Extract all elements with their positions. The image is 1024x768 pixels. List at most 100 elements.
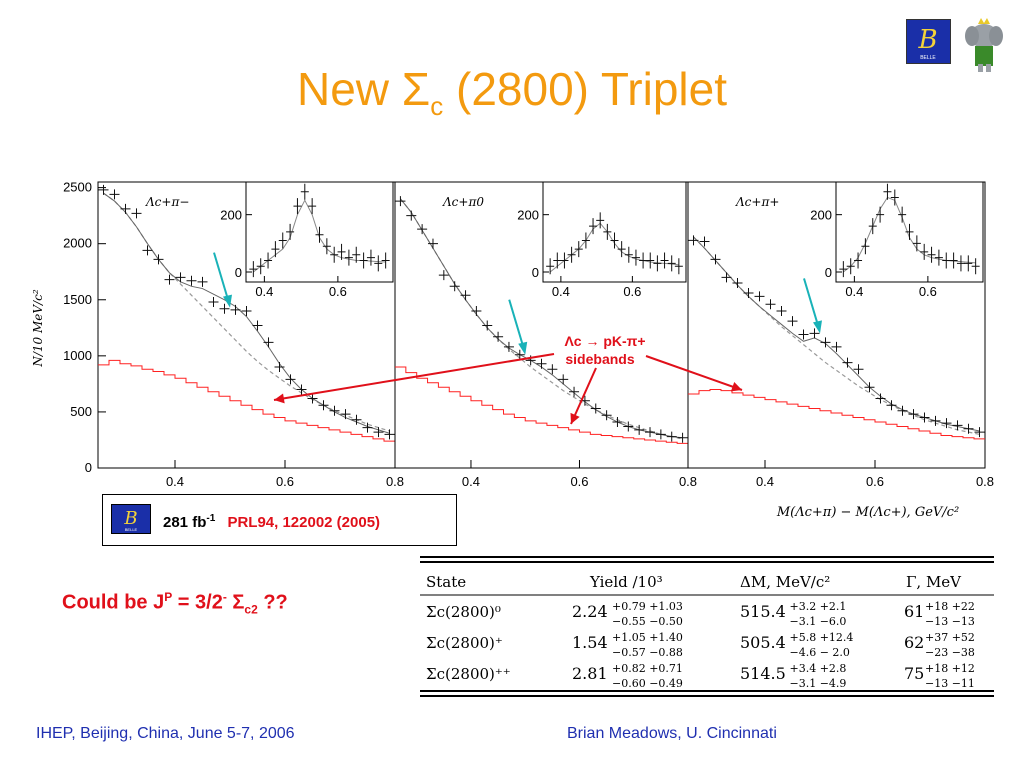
data-point [208, 297, 219, 308]
data-point [340, 409, 351, 420]
table-value: 2.81 [572, 664, 608, 683]
data-point [798, 329, 809, 340]
inset-data-point [271, 241, 280, 258]
table-err-down: −3.1 −6.0 [790, 615, 847, 628]
data-point [263, 337, 274, 348]
x-tick-label: 0.6 [866, 474, 884, 489]
inset-data-point [942, 252, 951, 269]
panel-label: Λc+π− [145, 195, 189, 209]
data-point [514, 349, 525, 360]
slide-title: New Σc (2800) Triplet [296, 63, 728, 122]
inset-data-point [624, 246, 633, 263]
inset-x-tick-label: 0.4 [845, 284, 863, 299]
babar-mascot-icon [958, 14, 1010, 76]
citation-reference: PRL94, 122002 (2005) [227, 514, 381, 531]
y-tick-label: 1500 [63, 292, 92, 307]
data-point [908, 409, 919, 420]
inset-data-point [359, 252, 368, 269]
table-err-up: +1.05 +1.40 [612, 631, 683, 644]
table-value: 75 [904, 664, 924, 683]
inset-data-point [337, 243, 346, 260]
data-point [384, 429, 395, 440]
table-value: 2.24 [572, 602, 608, 621]
sideband-histogram [98, 359, 395, 442]
data-point [590, 403, 601, 414]
sideband-arrow [273, 353, 555, 401]
x-tick-label: 0.4 [462, 474, 480, 489]
table-err-up: +18 +22 [925, 600, 975, 613]
sideband-arrowhead [730, 381, 742, 392]
data-point [765, 299, 776, 310]
data-point [569, 386, 580, 397]
data-point [175, 272, 186, 283]
data-point [941, 418, 952, 429]
data-point [853, 364, 864, 375]
y-tick-label: 0 [85, 460, 92, 475]
data-point [820, 337, 831, 348]
data-point [241, 305, 252, 316]
data-point [142, 245, 153, 256]
inset-y-tick-label: 200 [517, 208, 539, 223]
data-point [274, 362, 285, 373]
inset-data-point [574, 241, 583, 258]
y-axis-label: N/10 MeV/c² [31, 289, 45, 367]
data-point [98, 184, 109, 195]
data-point [230, 304, 241, 315]
x-tick-label: 0.8 [976, 474, 994, 489]
data-point [536, 358, 547, 369]
footer-conference: IHEP, Beijing, China, June 5-7, 2006 [36, 725, 295, 742]
table-state-cell: Σc(2800)⁺ [426, 634, 503, 652]
data-point [558, 374, 569, 385]
svg-text:B: B [123, 508, 137, 529]
y-tick-label: 500 [70, 404, 92, 419]
inset-data-point [883, 183, 892, 200]
inset-data-point [322, 238, 331, 255]
data-point [666, 431, 677, 442]
inset-data-point [660, 252, 669, 269]
table-err-down: −13 −13 [925, 615, 975, 628]
inset-plot: 0 200 0.4 0.6 [810, 181, 984, 299]
inset-data-point [596, 212, 605, 229]
signal-arrow [508, 299, 525, 348]
table-header-cell: ΔM, MeV/c² [740, 573, 830, 591]
svg-text:BELLE: BELLE [125, 527, 138, 532]
data-point [623, 421, 634, 432]
data-point [963, 423, 974, 434]
footer-author: Brian Meadows, U. Cincinnati [567, 725, 777, 742]
table-err-up: +18 +12 [925, 662, 975, 675]
table-value: 61 [904, 602, 924, 621]
total-fit [693, 236, 980, 432]
inset-data-point [876, 206, 885, 223]
y-tick-label: 1000 [63, 348, 92, 363]
data-point [362, 422, 373, 433]
inset-data-point [631, 249, 640, 266]
inset-data-point [617, 241, 626, 258]
inset-data-point [890, 189, 899, 206]
x-axis-label: M(Λc+π) − M(Λc+), GeV/c² [776, 505, 959, 520]
data-point [131, 208, 142, 219]
inset-data-point [264, 252, 273, 269]
luminosity: 281 fb [163, 514, 207, 531]
y-tick-label: 2000 [63, 236, 92, 251]
data-point [864, 382, 875, 393]
inset-y-tick-label: 0 [825, 265, 832, 280]
data-point [120, 203, 131, 214]
sideband-annotation-line1: Λc → pK-π+ [564, 333, 645, 349]
svg-text:BELLE: BELLE [920, 55, 936, 61]
data-point [601, 410, 612, 421]
sideband-arrow [570, 367, 597, 425]
spin-parity-question: Could be JP = 3/2- Σc2 ?? [62, 590, 288, 617]
table-state-cell: Σc(2800)⁺⁺ [426, 665, 511, 683]
inset-plot: 0 200 0.4 0.6 [517, 181, 687, 299]
sideband-annotation-line2: sidebands [565, 351, 634, 367]
inset-data-point [315, 226, 324, 243]
data-point [307, 393, 318, 404]
inset-data-point [971, 258, 980, 275]
inset-x-tick-label: 0.6 [329, 284, 347, 299]
table-err-up: +0.82 +0.71 [612, 662, 683, 675]
inset-data-point [949, 252, 958, 269]
inset-data-point [964, 255, 973, 272]
inset-data-point [927, 246, 936, 263]
data-point [427, 238, 438, 249]
data-point [732, 277, 743, 288]
